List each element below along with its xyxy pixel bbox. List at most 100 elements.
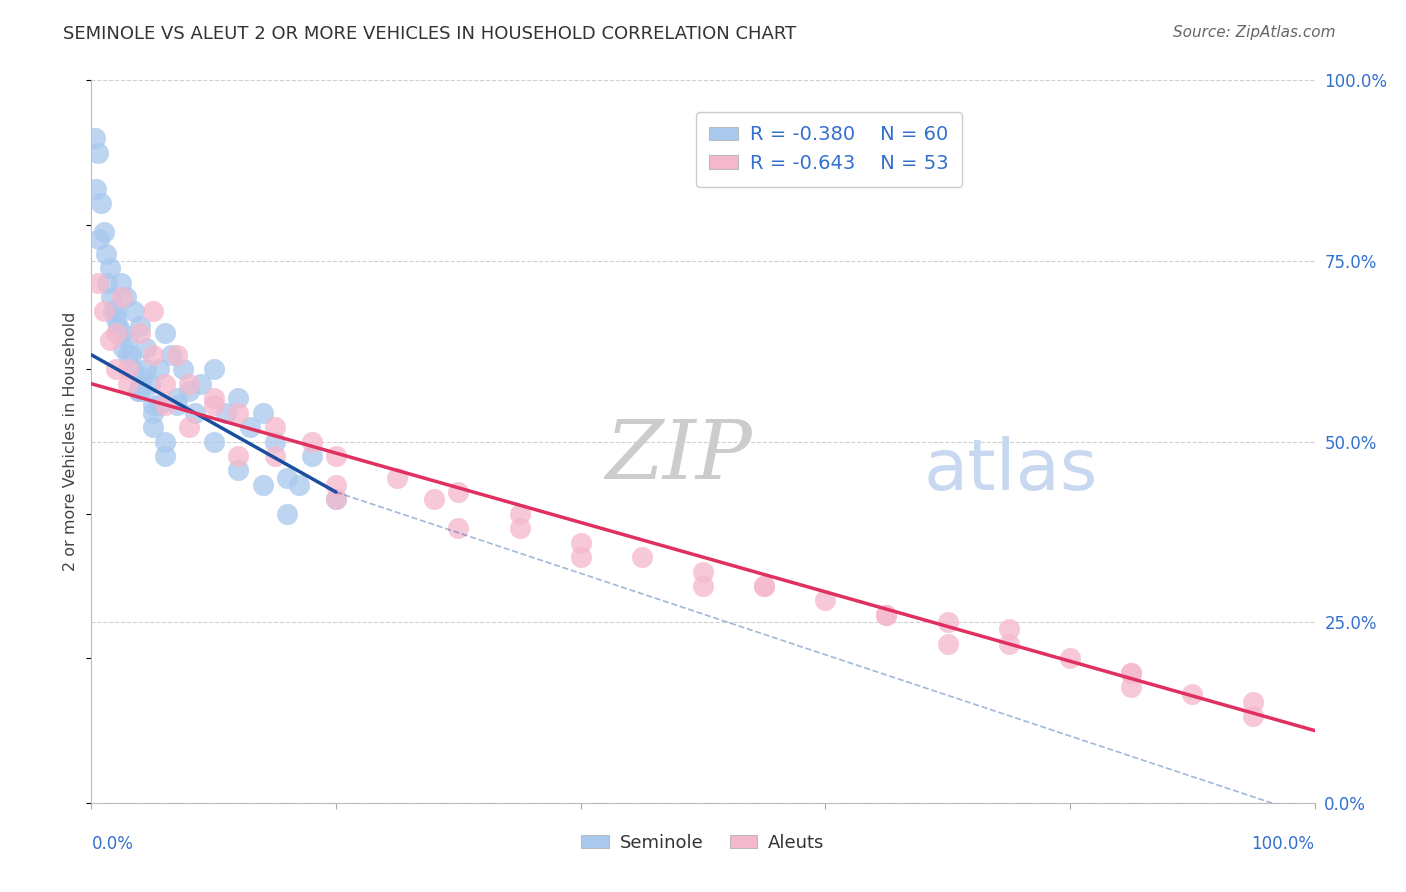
Point — [84, 131, 107, 145]
Point — [447, 521, 470, 535]
Point — [569, 550, 592, 565]
Point — [239, 420, 262, 434]
Point — [148, 398, 170, 412]
Point — [1121, 665, 1143, 680]
Point — [1243, 709, 1265, 723]
Point — [325, 492, 347, 507]
Point — [86, 145, 108, 160]
Point — [509, 521, 531, 535]
Point — [226, 449, 249, 463]
Point — [104, 311, 127, 326]
Point — [252, 406, 274, 420]
Point — [1181, 687, 1204, 701]
Point — [110, 276, 132, 290]
Point — [692, 565, 714, 579]
Point — [127, 384, 149, 398]
Legend: Seminole, Aleuts: Seminole, Aleuts — [574, 826, 832, 859]
Point — [129, 318, 152, 333]
Point — [179, 376, 201, 391]
Point — [264, 420, 287, 434]
Point — [93, 304, 115, 318]
Text: ZIP: ZIP — [605, 416, 752, 496]
Point — [160, 348, 183, 362]
Point — [111, 326, 134, 341]
Point — [117, 334, 139, 348]
Point — [153, 326, 176, 341]
Point — [301, 449, 323, 463]
Point — [141, 398, 163, 412]
Point — [166, 391, 188, 405]
Point — [179, 420, 201, 434]
Point — [936, 615, 959, 630]
Point — [1243, 695, 1265, 709]
Point — [90, 196, 112, 211]
Point — [141, 304, 163, 318]
Point — [814, 593, 837, 607]
Point — [117, 348, 139, 362]
Point — [107, 318, 129, 333]
Y-axis label: 2 or more Vehicles in Household: 2 or more Vehicles in Household — [63, 312, 79, 571]
Point — [252, 478, 274, 492]
Point — [153, 449, 176, 463]
Point — [184, 406, 207, 420]
Point — [135, 341, 157, 355]
Point — [1059, 651, 1081, 665]
Point — [117, 362, 139, 376]
Text: atlas: atlas — [924, 436, 1098, 505]
Point — [385, 471, 409, 485]
Point — [129, 326, 152, 341]
Point — [114, 290, 136, 304]
Point — [117, 376, 139, 391]
Point — [998, 623, 1021, 637]
Point — [141, 406, 163, 420]
Point — [112, 341, 135, 355]
Point — [1121, 665, 1143, 680]
Point — [631, 550, 654, 565]
Point — [264, 434, 287, 449]
Point — [104, 304, 127, 318]
Point — [122, 362, 145, 376]
Point — [423, 492, 446, 507]
Point — [132, 369, 155, 384]
Point — [120, 348, 142, 362]
Point — [875, 607, 898, 622]
Point — [179, 384, 201, 398]
Point — [153, 398, 176, 412]
Text: Source: ZipAtlas.com: Source: ZipAtlas.com — [1173, 25, 1336, 40]
Point — [135, 362, 157, 376]
Point — [202, 362, 225, 376]
Point — [129, 384, 152, 398]
Point — [84, 182, 107, 196]
Point — [87, 232, 110, 246]
Point — [122, 304, 145, 318]
Point — [139, 376, 162, 391]
Point — [98, 334, 121, 348]
Point — [276, 507, 298, 521]
Point — [325, 449, 347, 463]
Point — [86, 276, 108, 290]
Point — [875, 607, 898, 622]
Point — [190, 376, 212, 391]
Point — [447, 485, 470, 500]
Point — [1121, 680, 1143, 694]
Point — [692, 579, 714, 593]
Point — [301, 434, 323, 449]
Point — [215, 406, 238, 420]
Point — [111, 290, 134, 304]
Point — [998, 637, 1021, 651]
Point — [264, 449, 287, 463]
Point — [100, 290, 122, 304]
Point — [166, 398, 188, 412]
Point — [226, 391, 249, 405]
Point — [98, 261, 121, 276]
Point — [202, 434, 225, 449]
Point — [288, 478, 311, 492]
Point — [172, 362, 194, 376]
Point — [141, 420, 163, 434]
Text: SEMINOLE VS ALEUT 2 OR MORE VEHICLES IN HOUSEHOLD CORRELATION CHART: SEMINOLE VS ALEUT 2 OR MORE VEHICLES IN … — [63, 25, 797, 43]
Point — [226, 463, 249, 477]
Point — [94, 246, 117, 260]
Point — [325, 492, 347, 507]
Point — [226, 406, 249, 420]
Point — [936, 637, 959, 651]
